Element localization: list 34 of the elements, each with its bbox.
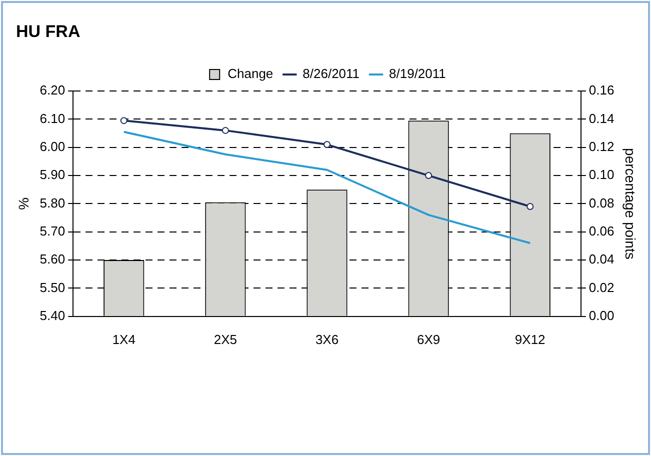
point <box>222 126 229 134</box>
x-tick-label: 3X6 <box>315 332 339 347</box>
y2-tick-label: 0.04 <box>588 252 614 267</box>
point <box>425 172 432 180</box>
point <box>526 203 534 210</box>
y-axis-title: % <box>15 197 32 210</box>
point <box>120 117 128 124</box>
y-tick-label: 6.00 <box>40 138 66 154</box>
y-tick-label: 5.60 <box>40 252 66 267</box>
y2-tick-label: 0.08 <box>588 195 614 210</box>
y-tick-label: 5.50 <box>40 280 66 295</box>
y-tick-label: 5.90 <box>40 167 66 182</box>
x-tick-label: 1X4 <box>112 332 136 347</box>
y2-tick-label: 0.02 <box>588 280 614 295</box>
legend-label: Change <box>228 66 274 82</box>
y-tick-label: 5.40 <box>40 308 66 323</box>
chart-title: HU FRA <box>16 22 80 42</box>
y2-tick-label: 0.00 <box>588 308 614 323</box>
y2-tick-label: 0.10 <box>588 167 614 182</box>
x-tick-label: 6X9 <box>416 332 440 347</box>
point <box>324 141 330 148</box>
y2-tick-label: 0.12 <box>588 138 614 154</box>
y-tick-label: 5.80 <box>40 195 66 210</box>
y2-tick-label: 0.16 <box>588 82 614 98</box>
legend-label: 8/26/2011 <box>302 66 360 82</box>
x-tick-label: 2X5 <box>214 332 238 347</box>
y2-tick-label: 0.06 <box>588 223 614 238</box>
y2-axis-title: percentage points <box>622 148 639 260</box>
y-tick-label: 5.70 <box>40 223 66 238</box>
y-tick-label: 6.20 <box>40 82 66 98</box>
legend-label: 8/19/2011 <box>389 66 446 82</box>
x-tick-label: 9X12 <box>514 332 546 347</box>
y2-tick-label: 0.14 <box>588 110 614 126</box>
y-tick-label: 6.10 <box>40 110 66 126</box>
